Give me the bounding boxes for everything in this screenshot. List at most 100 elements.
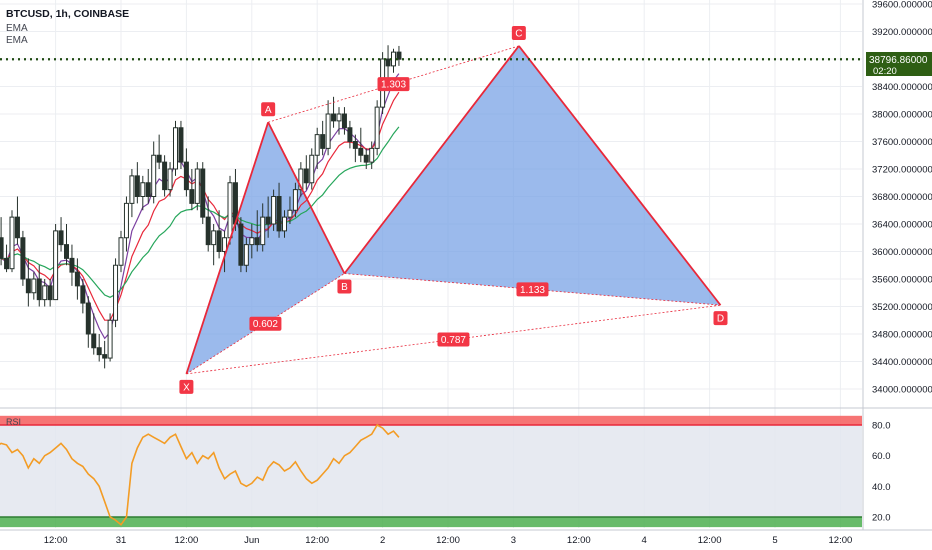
- candle-body: [243, 244, 249, 266]
- candle: [189, 169, 195, 211]
- candle: [64, 224, 69, 266]
- candle: [69, 244, 75, 286]
- candle: [118, 230, 124, 273]
- candle: [216, 210, 222, 259]
- candle: [31, 272, 37, 300]
- candle: [162, 155, 168, 197]
- candle-body: [249, 237, 255, 246]
- rsi-overbought-zone: [0, 415, 862, 425]
- pattern-leg-cd: [518, 45, 722, 306]
- candle-body: [341, 113, 347, 129]
- candle-body: [118, 237, 124, 266]
- rsi-tick-label: 20.0: [872, 513, 891, 524]
- rsi-line: [0, 423, 400, 526]
- current-price-value: 38796.86000: [869, 55, 928, 66]
- candle: [113, 258, 119, 328]
- candle-body: [385, 58, 391, 67]
- candle-body: [396, 51, 402, 60]
- candle: [74, 258, 80, 300]
- candle-body: [303, 168, 309, 184]
- candle: [276, 182, 282, 238]
- candle-body: [325, 113, 331, 149]
- candle: [374, 100, 380, 156]
- ema-indicator-label-2[interactable]: EMA: [6, 35, 28, 46]
- candle-body: [211, 230, 217, 246]
- candle-body: [271, 196, 277, 225]
- candle: [238, 217, 244, 273]
- candle-body: [85, 302, 91, 335]
- candle-body: [20, 237, 26, 280]
- candle-body: [31, 278, 37, 294]
- candle-body: [200, 168, 206, 218]
- symbol-title[interactable]: BTCUSD, 1h, COINBASE: [6, 8, 129, 20]
- candle-body: [113, 264, 119, 321]
- point-label-c: C: [515, 28, 522, 39]
- ema-indicator-label-1[interactable]: EMA: [6, 23, 28, 34]
- candle-body: [194, 168, 200, 204]
- price-tick-label: 34000.000000: [872, 385, 932, 396]
- point-label-background: [713, 311, 728, 326]
- candle: [260, 203, 266, 252]
- candle: [140, 175, 146, 211]
- candle: [123, 196, 129, 252]
- point-label-background: [179, 379, 194, 394]
- candle: [151, 141, 157, 204]
- candle: [178, 120, 184, 169]
- candle-body: [282, 216, 287, 232]
- candle-body: [276, 196, 282, 232]
- candle: [53, 224, 59, 301]
- time-tick-label: 12:00: [44, 535, 68, 546]
- current-price-tag: 38796.86000 02:20: [866, 52, 932, 77]
- candle: [314, 127, 320, 169]
- candle: [265, 196, 271, 238]
- candle: [36, 265, 42, 307]
- candle: [58, 217, 64, 252]
- rsi-tick-label: 40.0: [872, 482, 891, 493]
- time-tick-label: 12:00: [436, 535, 460, 546]
- candle: [129, 169, 135, 218]
- candle: [211, 224, 217, 266]
- price-tick-label: 34800.000000: [872, 330, 932, 341]
- candle: [42, 279, 48, 307]
- price-tick-label: 34400.000000: [872, 357, 932, 368]
- ratio-label-background: [437, 332, 470, 347]
- candle-body: [183, 161, 189, 191]
- candle-body: [107, 319, 113, 359]
- candle-body: [151, 154, 157, 197]
- candle-body: [352, 141, 358, 149]
- candle-body: [205, 216, 211, 246]
- candle-body: [25, 278, 31, 294]
- candle: [80, 279, 86, 314]
- candle: [134, 162, 140, 204]
- rsi-neutral-zone: [0, 425, 862, 517]
- candle: [303, 155, 309, 190]
- candle: [271, 189, 277, 231]
- candle-body: [91, 333, 97, 349]
- candle-body: [58, 230, 64, 246]
- ratio-label: 0.787: [441, 335, 466, 346]
- ratio-label: 0.602: [253, 319, 278, 330]
- rsi-label[interactable]: RSI: [6, 417, 21, 427]
- price-tag-background: [866, 52, 932, 76]
- candle: [0, 217, 4, 266]
- candle: [205, 196, 211, 252]
- rsi-tick-label: 60.0: [872, 451, 891, 462]
- candle-body: [64, 244, 69, 259]
- candle-body: [74, 271, 80, 287]
- rsi-oversold-zone: [0, 517, 862, 528]
- candle: [309, 148, 315, 190]
- candle-body: [173, 127, 178, 170]
- rsi-line: [0, 423, 400, 526]
- candle-body: [0, 237, 4, 259]
- candle-body: [47, 285, 53, 301]
- candle: [102, 340, 108, 369]
- point-label-a: A: [265, 105, 272, 116]
- ratio-label: 1.303: [381, 80, 406, 91]
- time-tick-label: 5: [772, 535, 777, 546]
- candle-body: [36, 278, 42, 301]
- candle: [341, 107, 347, 135]
- candle: [249, 224, 255, 259]
- candle-body: [9, 216, 15, 270]
- candle: [385, 45, 391, 80]
